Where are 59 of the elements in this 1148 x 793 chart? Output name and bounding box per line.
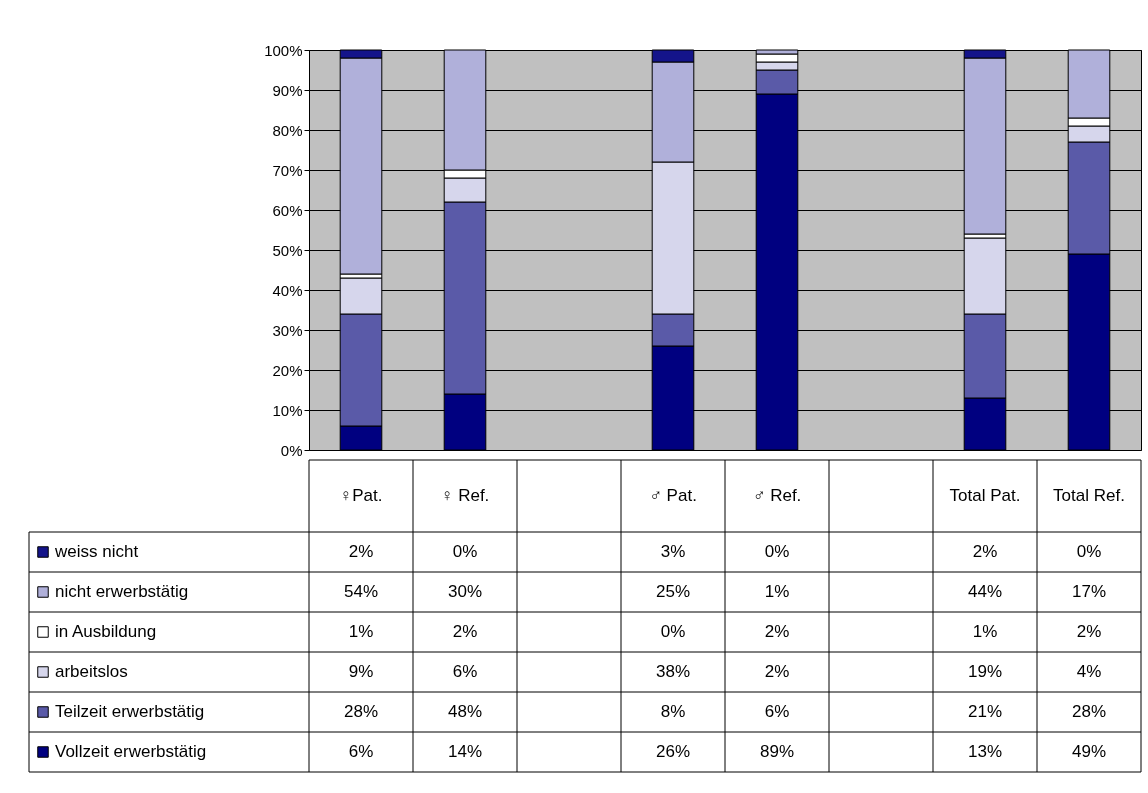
x-tick-label: ♂ Ref. xyxy=(752,486,802,505)
data-label: 6% xyxy=(452,662,478,681)
y-tick-label: 30% xyxy=(272,321,303,339)
y-tick-label: 60% xyxy=(272,201,303,219)
data-label: 3% xyxy=(660,542,686,561)
legend-label: in Ausbildung xyxy=(55,622,157,641)
data-label: 1% xyxy=(764,582,790,601)
data-label: 30% xyxy=(447,582,483,601)
data-label: 0% xyxy=(764,542,790,561)
x-tick-label: Total Ref. xyxy=(1053,486,1125,505)
data-label: 19% xyxy=(967,662,1003,681)
legend-label: nicht erwerbstätig xyxy=(55,582,189,601)
x-tick-label: ♀ Ref. xyxy=(440,486,490,505)
data-label: 89% xyxy=(759,742,795,761)
y-tick-label: 90% xyxy=(272,81,303,99)
x-tick-label: ♂ Pat. xyxy=(649,486,697,505)
data-label: 6% xyxy=(764,702,790,721)
data-label: 28% xyxy=(343,702,379,721)
y-tick-label: 0% xyxy=(280,441,303,459)
legend-label: Teilzeit erwerbstätig xyxy=(55,702,205,721)
legend-label: arbeitslos xyxy=(55,662,128,681)
y-tick-label: 100% xyxy=(264,41,303,59)
data-label: 54% xyxy=(343,582,379,601)
data-label: 49% xyxy=(1071,742,1107,761)
data-label: 2% xyxy=(348,542,374,561)
data-label: 48% xyxy=(447,702,483,721)
data-label: 9% xyxy=(348,662,374,681)
data-label: 2% xyxy=(972,542,998,561)
data-label: 14% xyxy=(447,742,483,761)
data-label: 21% xyxy=(967,702,1003,721)
data-label: 44% xyxy=(967,582,1003,601)
data-label: 38% xyxy=(655,662,691,681)
data-label: 0% xyxy=(452,542,478,561)
y-tick-label: 20% xyxy=(272,361,303,379)
y-tick-label: 80% xyxy=(272,121,303,139)
data-label: 25% xyxy=(655,582,691,601)
data-label: 1% xyxy=(348,622,374,641)
x-tick-label: ♀Pat. xyxy=(339,486,383,505)
y-tick-label: 70% xyxy=(272,161,303,179)
data-label: 6% xyxy=(348,742,374,761)
y-tick-label: 40% xyxy=(272,281,303,299)
data-label: 13% xyxy=(967,742,1003,761)
y-tick-label: 50% xyxy=(272,241,303,259)
data-label: 2% xyxy=(764,662,790,681)
data-label: 2% xyxy=(452,622,478,641)
legend-label: weiss nicht xyxy=(54,542,139,561)
data-label: 0% xyxy=(660,622,686,641)
data-label: 4% xyxy=(1076,662,1102,681)
data-label: 2% xyxy=(1076,622,1102,641)
data-label: 8% xyxy=(660,702,686,721)
data-label: 0% xyxy=(1076,542,1102,561)
data-label: 1% xyxy=(972,622,998,641)
data-label: 17% xyxy=(1071,582,1107,601)
data-label: 28% xyxy=(1071,702,1107,721)
y-tick-label: 10% xyxy=(272,401,303,419)
data-label: 26% xyxy=(655,742,691,761)
legend-label: Vollzeit erwerbstätig xyxy=(55,742,207,761)
data-label: 2% xyxy=(764,622,790,641)
x-tick-label: Total Pat. xyxy=(949,486,1021,505)
